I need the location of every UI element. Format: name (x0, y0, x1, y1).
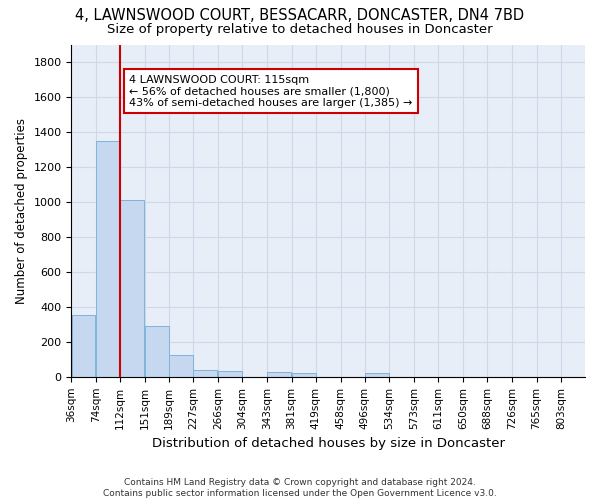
Bar (71, 315, 95, 377)
Text: 4, LAWNSWOOD COURT, BESSACARR, DONCASTER, DN4 7BD: 4, LAWNSWOOD COURT, BESSACARR, DONCASTER… (76, 8, 524, 22)
Bar (169, 355, 193, 377)
Y-axis label: Number of detached properties: Number of detached properties (15, 118, 28, 304)
Bar (193, 370, 217, 377)
Text: Size of property relative to detached houses in Doncaster: Size of property relative to detached ho… (107, 22, 493, 36)
Bar (365, 374, 389, 377)
Bar (120, 200, 144, 377)
Bar (268, 372, 292, 377)
Text: Contains HM Land Registry data © Crown copyright and database right 2024.
Contai: Contains HM Land Registry data © Crown c… (103, 478, 497, 498)
Bar (292, 374, 316, 377)
Bar (218, 370, 242, 377)
Text: 4 LAWNSWOOD COURT: 115sqm
← 56% of detached houses are smaller (1,800)
43% of se: 4 LAWNSWOOD COURT: 115sqm ← 56% of detac… (130, 74, 413, 108)
X-axis label: Distribution of detached houses by size in Doncaster: Distribution of detached houses by size … (152, 437, 505, 450)
Bar (145, 326, 169, 377)
Bar (96, 141, 120, 377)
